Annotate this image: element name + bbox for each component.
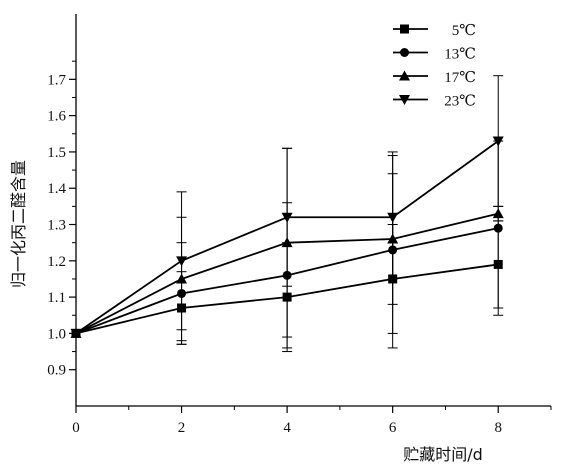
error-bars <box>176 75 504 353</box>
data-point <box>282 292 292 302</box>
data-point <box>176 256 188 267</box>
data-point <box>493 223 503 233</box>
data-point <box>177 288 187 298</box>
y-tick-label: 1.7 <box>47 72 66 88</box>
data-point <box>177 303 187 313</box>
legend-marker <box>399 95 410 105</box>
legend-label: 23℃ <box>444 94 476 110</box>
data-point <box>387 233 399 244</box>
legend-label: 5℃ <box>452 23 476 39</box>
y-axis-title: 归一化丙二醛含量 <box>9 160 28 288</box>
data-point <box>281 212 293 223</box>
y-tick-label: 1.2 <box>47 254 66 270</box>
y-tick-label: 1.1 <box>47 290 66 306</box>
x-axis-title: 贮藏时间/d <box>403 445 483 464</box>
x-axis: 0 2 4 6 8 <box>72 406 552 436</box>
legend-marker <box>400 24 409 34</box>
data-point <box>493 259 503 269</box>
data-point <box>492 208 504 219</box>
y-tick-label: 1.5 <box>47 145 66 161</box>
y-tick-label: 1.4 <box>47 181 66 197</box>
legend-label: 13℃ <box>444 47 476 63</box>
y-tick-label: 0.9 <box>47 363 66 379</box>
series-markers <box>70 136 504 339</box>
data-point <box>388 245 398 255</box>
x-tick-label: 6 <box>389 420 397 436</box>
plot-frame <box>75 14 551 407</box>
x-tick-label: 0 <box>72 420 80 436</box>
data-point <box>492 136 504 147</box>
data-point <box>70 328 82 339</box>
y-tick-label: 1.0 <box>47 326 66 342</box>
legend-marker <box>400 48 409 57</box>
data-point <box>387 212 399 223</box>
data-point <box>176 273 188 284</box>
legend-marker <box>399 70 410 81</box>
y-axis: 0.9 1.0 1.1 1.2 1.3 1.4 1.5 1.6 1.7 <box>47 60 76 379</box>
x-tick-label: 8 <box>494 420 502 436</box>
y-tick-label: 1.6 <box>47 109 66 125</box>
data-point <box>388 274 398 284</box>
legend: 5℃ 13℃ 17℃ 23℃ <box>393 23 476 110</box>
x-tick-label: 2 <box>178 420 186 436</box>
y-tick-label: 1.3 <box>47 218 66 234</box>
x-tick-label: 4 <box>283 420 291 436</box>
data-point <box>281 237 293 248</box>
legend-label: 17℃ <box>444 70 476 86</box>
data-point <box>282 270 292 280</box>
